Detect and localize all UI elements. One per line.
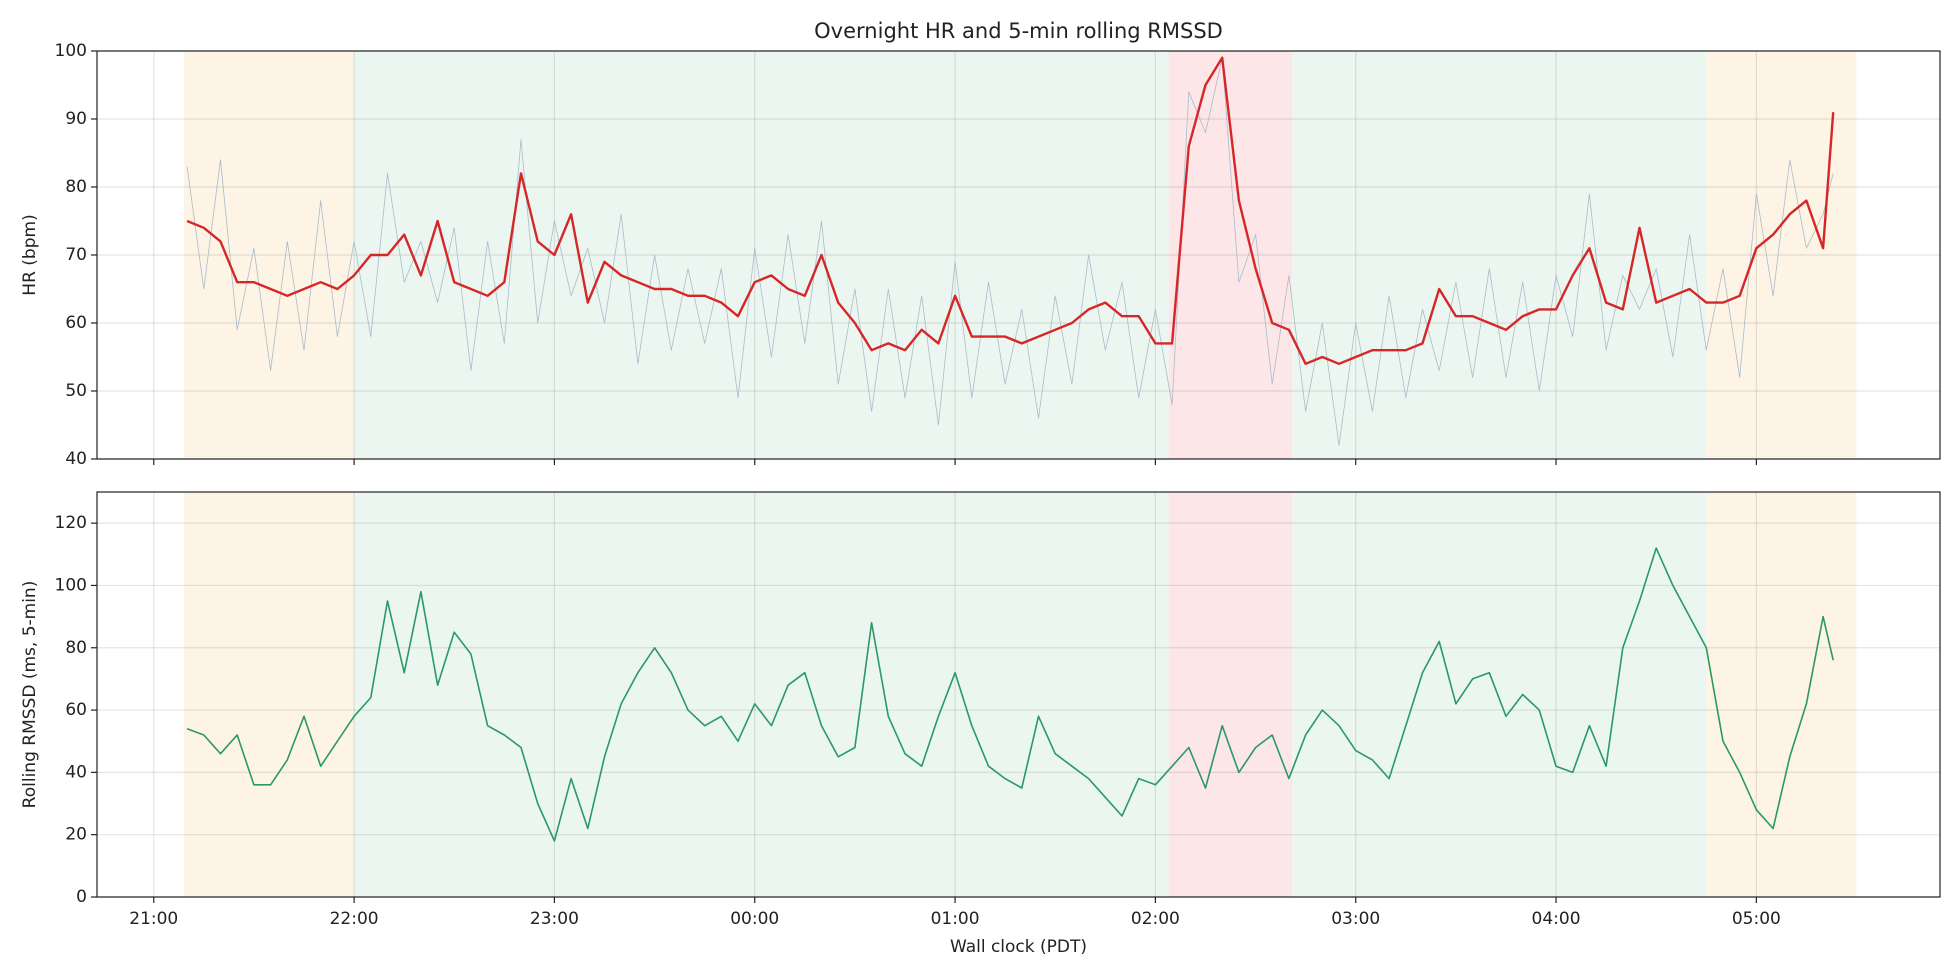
- y-tick-label: 60: [65, 700, 87, 720]
- x-tick-label: 23:00: [530, 909, 579, 929]
- phase-span: [1706, 492, 1857, 897]
- y-axis-label: Rolling RMSSD (ms, 5-min): [20, 581, 40, 809]
- y-tick-label: 70: [65, 245, 87, 265]
- x-tick-label: 03:00: [1331, 909, 1380, 929]
- x-tick-label: 05:00: [1732, 909, 1781, 929]
- x-axis-label: Wall clock (PDT): [950, 937, 1087, 957]
- plot-area: [186, 56, 1835, 446]
- x-tick-label: 00:00: [730, 909, 779, 929]
- axes-frame: [96, 50, 1941, 460]
- phase-span: [1706, 51, 1857, 459]
- y-tick-label: 0: [76, 887, 87, 907]
- x-tick-label: 21:00: [129, 909, 178, 929]
- y-tick-label: 90: [65, 109, 87, 129]
- phase-span: [354, 492, 1169, 897]
- y-tick-label: 80: [65, 638, 87, 658]
- phase-span: [1168, 492, 1293, 897]
- chart-title: Overnight HR and 5-min rolling RMSSD: [814, 19, 1223, 43]
- y-tick-label: 40: [65, 762, 87, 782]
- series-line: [186, 56, 1835, 365]
- series-line: [186, 547, 1834, 842]
- phase-span: [183, 51, 355, 459]
- y-tick-label: 80: [65, 177, 87, 197]
- y-tick-label: 20: [65, 825, 87, 845]
- y-tick-label: 50: [65, 381, 87, 401]
- phase-span: [1292, 51, 1707, 459]
- x-tick-label: 22:00: [330, 909, 379, 929]
- y-tick-label: 100: [55, 575, 87, 595]
- y-axis-label: HR (bpm): [20, 214, 40, 295]
- phase-span: [183, 492, 355, 897]
- y-tick-label: 120: [55, 513, 87, 533]
- plot-area: [186, 547, 1834, 842]
- y-tick-label: 40: [65, 449, 87, 469]
- phase-span: [1292, 492, 1707, 897]
- x-tick-label: 01:00: [931, 909, 980, 929]
- x-tick-label: 04:00: [1532, 909, 1581, 929]
- y-tick-label: 100: [55, 41, 87, 61]
- axes-frame: [96, 491, 1941, 898]
- series-line: [186, 57, 1834, 446]
- y-tick-label: 60: [65, 313, 87, 333]
- x-tick-label: 02:00: [1131, 909, 1180, 929]
